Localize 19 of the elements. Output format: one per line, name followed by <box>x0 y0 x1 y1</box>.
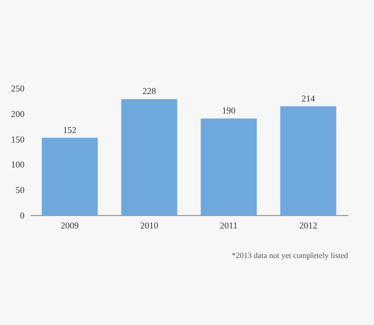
bar <box>200 118 257 215</box>
y-tick-label: 200 <box>11 108 25 119</box>
data-label: 190 <box>222 105 236 116</box>
data-label: 214 <box>302 93 316 104</box>
data-label: 152 <box>63 124 76 135</box>
x-tick-label: 2011 <box>220 220 238 230</box>
text: *2013 data not yet completely listed <box>232 251 348 260</box>
y-tick-label: 50 <box>16 185 25 196</box>
x-tick-label: 2009 <box>60 220 80 230</box>
x-tick-label: 2012 <box>299 220 318 230</box>
bar <box>42 138 98 215</box>
y-tick-label: 0 <box>20 210 25 220</box>
y-tick-label: 100 <box>11 160 25 170</box>
bar <box>121 99 178 215</box>
data-label: 228 <box>142 86 156 96</box>
bar <box>280 106 336 215</box>
y-tick-label: 150 <box>11 134 25 144</box>
y-tick-label: 250 <box>11 84 25 94</box>
x-tick-label: 2010 <box>140 220 159 230</box>
